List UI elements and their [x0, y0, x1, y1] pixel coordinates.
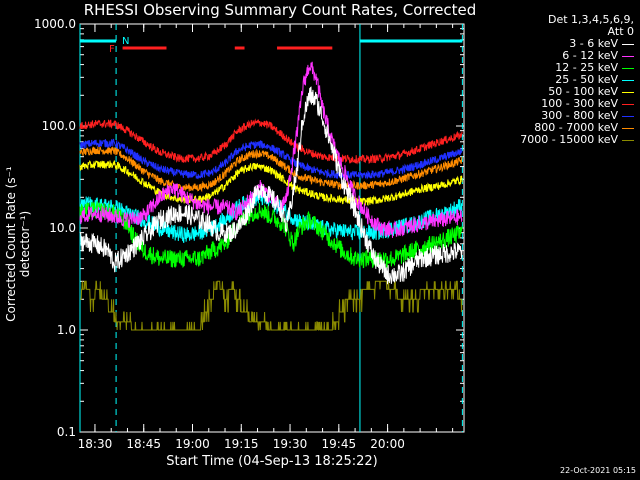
legend-swatch [622, 127, 634, 129]
timestamp: 22-Oct-2021 05:15 [560, 466, 636, 475]
legend-entry: 6 - 12 keV [478, 50, 634, 62]
series-line [79, 138, 463, 180]
legend-entry: 25 - 50 keV [478, 74, 634, 86]
y-tick-label: 1.0 [57, 323, 76, 337]
x-tick-label: 19:00 [175, 437, 210, 451]
legend-entry: 7000 - 15000 keV [478, 134, 634, 146]
series-line [79, 86, 463, 285]
legend-label: 3 - 6 keV [569, 37, 618, 50]
legend-entry: 50 - 100 keV [478, 86, 634, 98]
legend-label: 300 - 800 keV [541, 109, 618, 122]
legend-entry: 100 - 300 keV [478, 98, 634, 110]
legend-swatch [622, 91, 634, 93]
legend-label: 800 - 7000 keV [534, 121, 618, 134]
x-tick-label: 19:30 [273, 437, 308, 451]
legend-swatch [622, 115, 634, 117]
legend-swatch [622, 55, 634, 57]
y-axis-label: Corrected Count Rate (s⁻¹ detector⁻¹) [4, 166, 32, 322]
x-tick-label: 18:45 [126, 437, 161, 451]
y-tick-label: 10.0 [49, 221, 76, 235]
x-tick-label: 18:30 [78, 437, 113, 451]
flag-n-label: N [122, 36, 129, 47]
legend-label: 50 - 100 keV [548, 85, 618, 98]
x-tick-label: 20:00 [370, 437, 405, 451]
legend-rows: 3 - 6 keV 6 - 12 keV 12 - 25 keV 25 - 50 ke… [478, 38, 634, 146]
legend-swatch [622, 139, 634, 141]
series-line [79, 145, 463, 193]
legend-label: 100 - 300 keV [541, 97, 618, 110]
legend-label: 7000 - 15000 keV [520, 133, 618, 146]
legend-label: 6 - 12 keV [562, 49, 618, 62]
series-line [79, 201, 463, 269]
x-tick-label: 19:45 [322, 437, 357, 451]
legend-label: 25 - 50 keV [555, 73, 618, 86]
series-line [79, 118, 463, 165]
legend-entry: 3 - 6 keV [478, 38, 634, 50]
legend-swatch [622, 67, 634, 69]
legend-swatch [622, 43, 634, 45]
series-line [80, 280, 463, 331]
x-tick-label: 19:15 [224, 437, 259, 451]
legend-label: 12 - 25 keV [555, 61, 618, 74]
legend-header-line-1: Det 1,3,4,5,6,9, [547, 13, 634, 26]
legend: Det 1,3,4,5,6,9, Att 0 3 - 6 keV 6 - 12 k… [478, 14, 634, 146]
legend-entry: 12 - 25 keV [478, 62, 634, 74]
x-axis-label: Start Time (04-Sep-13 18:25:22) [166, 454, 378, 469]
legend-swatch [622, 79, 634, 81]
y-tick-label: 1000.0 [34, 17, 76, 31]
chart-title: RHESSI Observing Summary Count Rates, Co… [83, 1, 477, 19]
series-line [79, 159, 463, 206]
legend-entry: 300 - 800 keV [478, 110, 634, 122]
legend-header-line-2: Att 0 [607, 25, 634, 38]
legend-swatch [622, 103, 634, 105]
legend-entry: 800 - 7000 keV [478, 122, 634, 134]
flag-f-label: F [109, 44, 115, 55]
y-tick-label: 0.1 [57, 425, 76, 439]
y-tick-label: 100.0 [42, 119, 76, 133]
